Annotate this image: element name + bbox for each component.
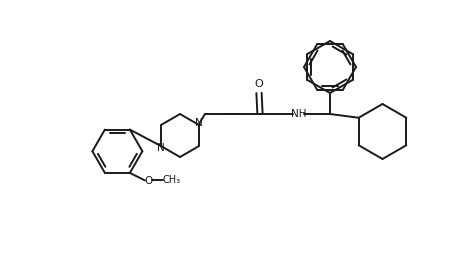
Text: NH: NH (291, 109, 307, 119)
Text: N: N (157, 143, 165, 153)
Text: CH₃: CH₃ (162, 175, 180, 186)
Text: O: O (145, 177, 153, 186)
Text: N: N (195, 118, 203, 128)
Text: O: O (255, 79, 263, 89)
